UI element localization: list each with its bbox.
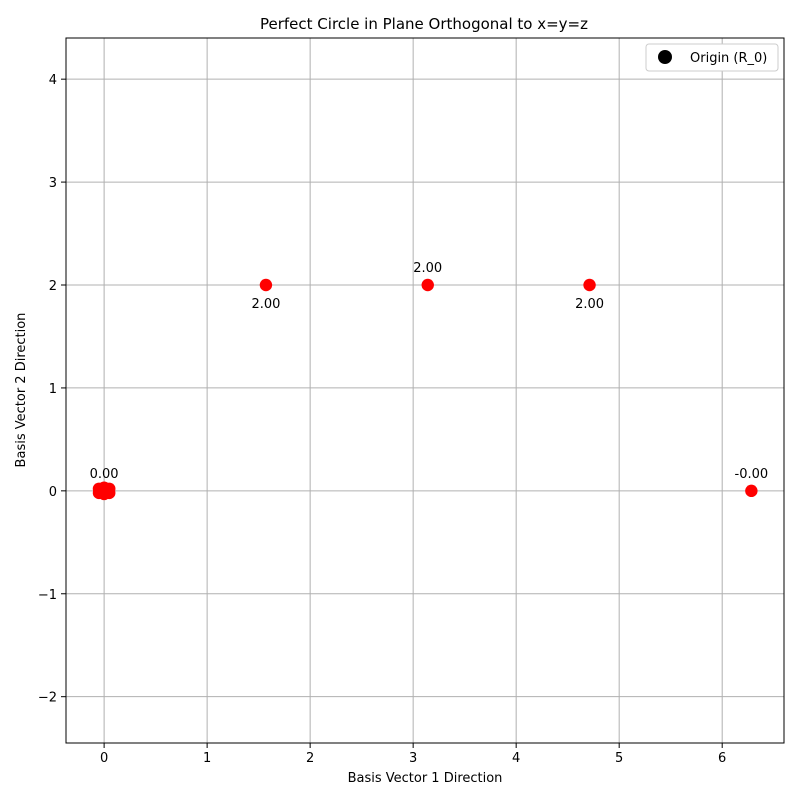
data-point [745,484,758,498]
legend-box [645,43,779,72]
data-points [92,278,758,501]
x-axis-ticks: 0 1 2 3 4 5 6 [100,743,726,766]
x-tick-label: 1 [203,751,211,766]
data-label: 2.00 [575,297,604,312]
y-tick-label: 0 [49,485,57,500]
x-tick-label: 6 [718,751,726,766]
y-tick-label: −1 [38,588,57,603]
legend-label-origin: Origin (R_0) [690,51,767,66]
x-tick-label: 5 [615,751,623,766]
y-axis-ticks: −2 −1 0 1 2 3 4 [38,73,66,706]
data-point [583,278,596,292]
data-label: 0.00 [90,467,119,482]
x-axis-label: Basis Vector 1 Direction [348,771,503,786]
y-axis-label: Basis Vector 2 Direction [14,313,29,468]
x-tick-label: 0 [100,751,108,766]
x-tick-label: 3 [409,751,417,766]
y-tick-label: 4 [49,73,57,88]
y-tick-label: 2 [49,279,57,294]
data-label: -0.00 [735,467,769,482]
data-point [97,487,111,501]
legend: Origin (R_0) [645,43,779,72]
x-tick-label: 4 [512,751,520,766]
plot-frame [65,37,785,744]
data-labels: 0.00 2.00 2.00 2.00 -0.00 [90,261,769,482]
legend-marker-origin [658,50,672,64]
x-tick-label: 2 [306,751,314,766]
data-point [421,278,434,292]
data-label: 2.00 [413,261,442,276]
data-point [259,278,273,292]
y-tick-label: 1 [49,382,57,397]
y-tick-label: 3 [49,176,57,191]
data-label: 2.00 [251,297,280,312]
y-tick-label: −2 [38,691,57,706]
chart-title: Perfect Circle in Plane Orthogonal to x=… [260,15,588,33]
grid-lines [66,38,784,743]
